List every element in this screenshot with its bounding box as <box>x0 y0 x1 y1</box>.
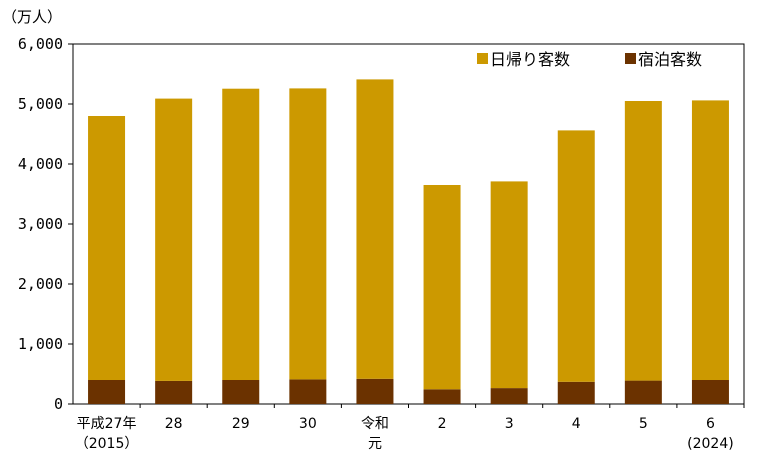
x-tick-label: 5 <box>639 416 648 432</box>
legend: 日帰り客数 宿泊客数 <box>477 50 702 69</box>
y-tick-label: 4,000 <box>18 155 63 173</box>
x-tick-label: 4 <box>572 416 581 432</box>
bar-segment-daytrip <box>490 181 528 389</box>
bar-segment-daytrip <box>155 98 193 381</box>
bar-segment-overnight <box>155 380 193 404</box>
y-tick-label: 3,000 <box>18 215 63 233</box>
x-tick-label: 3 <box>505 416 514 432</box>
bar-segment-overnight <box>557 381 595 404</box>
bar-segment-daytrip <box>289 88 327 380</box>
bar-segment-daytrip <box>557 130 595 382</box>
legend-label: 宿泊客数 <box>638 50 702 69</box>
bar-segment-daytrip <box>356 79 394 379</box>
y-tick-label: 1,000 <box>18 335 63 353</box>
x-tick-label: 6 <box>706 416 715 432</box>
x-tick-label: 令和 <box>361 416 389 432</box>
y-tick-label: 6,000 <box>18 35 63 53</box>
bar-segment-daytrip <box>222 88 260 380</box>
y-axis-ticks: 0 1,000 2,000 3,000 4,000 5,000 6,000 <box>18 35 73 413</box>
bar-segment-overnight <box>490 388 528 404</box>
x-tick-label: 30 <box>299 416 317 432</box>
x-tick-label: 28 <box>165 416 183 432</box>
y-tick-label: 5,000 <box>18 95 63 113</box>
bar-segment-daytrip <box>691 100 729 381</box>
legend-label: 日帰り客数 <box>490 50 570 69</box>
bar-segment-daytrip <box>423 185 461 390</box>
y-axis-unit-label: （万人） <box>2 8 62 26</box>
bar-segment-overnight <box>222 380 260 404</box>
x-tick-label: 平成27年 <box>77 416 137 432</box>
x-axis-labels: 平成27年 （2015） 28 29 30 令和元 2 3 4 5 6 (2024) <box>75 404 745 452</box>
bar-segment-overnight <box>624 380 662 404</box>
bar-segment-overnight <box>289 379 327 404</box>
bar-segment-overnight <box>691 380 729 404</box>
bar-segment-daytrip <box>88 116 126 380</box>
bars-group <box>88 79 729 404</box>
legend-swatch <box>477 53 488 64</box>
x-tick-label: 元 <box>368 436 382 452</box>
y-tick-label: 2,000 <box>18 275 63 293</box>
y-tick-label: 0 <box>54 395 63 413</box>
bar-segment-overnight <box>88 380 126 404</box>
x-tick-label: （2015） <box>75 436 139 452</box>
x-tick-label: 2 <box>438 416 447 432</box>
x-tick-label: 29 <box>232 416 250 432</box>
bar-segment-daytrip <box>624 101 662 381</box>
legend-swatch <box>625 53 636 64</box>
bar-segment-overnight <box>356 378 394 404</box>
x-tick-label: (2024) <box>687 436 734 452</box>
bar-segment-overnight <box>423 389 461 404</box>
